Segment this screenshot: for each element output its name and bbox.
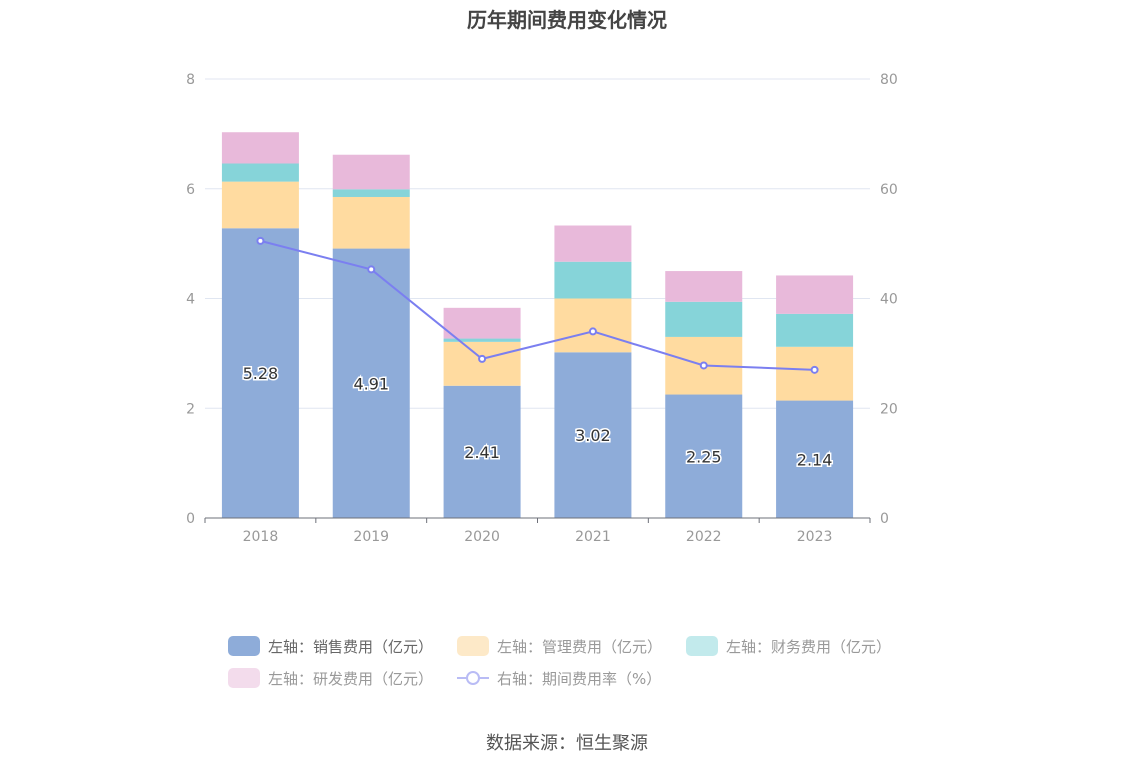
bar-segment [332,196,410,249]
expense-ratio-point [367,265,376,274]
expense-ratio-point [478,354,487,363]
bar-segment [665,394,743,518]
bar-segment [776,275,854,314]
bar-layer [221,132,854,518]
bar-segment [443,338,521,342]
left-axis-tick-label: 8 [186,72,195,88]
bar-segment [221,181,299,229]
legend-label-sales: 左轴：销售费用（亿元） [268,637,434,656]
legend-item-finance[interactable]: 左轴：财务费用（亿元） [686,636,891,657]
legend-item-expense-ratio[interactable]: 右轴：期间费用率（%） [457,668,661,689]
legend-item-rd[interactable]: 左轴：研发费用（亿元） [228,668,433,689]
x-axis-tick-label: 2018 [243,529,279,545]
chart-plot: 0 0 2 20 4 40 6 60 8 80 2018 2019 2020 2021 2022 2023 5… [186,72,898,545]
legend-swatch-admin [457,636,490,656]
bar-segment [221,163,299,182]
right-axis-tick-label: 60 [880,182,898,198]
axis-layer: 0 0 2 20 4 40 6 60 8 80 2018 2019 2020 2021 2022 2023 [186,72,898,545]
legend-label-finance: 左轴：财务费用（亿元） [726,637,892,656]
bar-segment [554,352,632,518]
right-axis-tick-label: 80 [880,72,898,88]
right-axis-tick-label: 0 [880,511,889,527]
left-axis-tick-label: 2 [186,401,195,417]
expense-ratio-point [810,365,819,374]
bar-segment [221,228,299,518]
legend-row-2: 左轴：研发费用（亿元） 右轴：期间费用率（%） [228,662,928,694]
x-axis-tick-label: 2019 [353,529,389,545]
bar-segment [776,313,854,347]
legend-swatch-finance [686,636,719,656]
legend-label-rd: 左轴：研发费用（亿元） [268,669,434,688]
right-axis-tick-label: 20 [880,401,898,417]
bar-data-label: 2.14 [797,450,833,469]
expense-ratio-line [260,239,815,371]
line-layer [256,236,819,374]
legend-swatch-rd [228,668,260,688]
bar-segment [443,341,521,386]
x-axis-tick-label: 2021 [575,529,611,545]
bar-segment [332,154,410,190]
legend-swatch-expense-ratio [457,668,490,688]
bar-segment [221,132,299,164]
bar-data-label: 4.91 [353,374,389,393]
x-axis-tick-label: 2022 [686,529,722,545]
legend-item-sales[interactable]: 左轴：销售费用（亿元） [228,636,433,657]
data-label-layer: 5.28 4.91 2.41 3.02 2.25 2.14 [241,363,834,471]
bar-segment [443,307,521,339]
expense-ratio-point [256,236,265,245]
x-axis-tick-label: 2023 [797,529,833,545]
legend-item-admin[interactable]: 左轴：管理费用（亿元） [457,636,662,657]
bar-data-label: 5.28 [243,364,279,383]
bar-segment [443,385,521,518]
left-axis-tick-label: 4 [186,292,195,308]
bar-segment [554,261,632,299]
left-axis-tick-label: 0 [186,511,195,527]
bar-segment [332,248,410,518]
legend: 左轴：销售费用（亿元） 左轴：管理费用（亿元） 左轴：财务费用（亿元） 左轴：研… [228,630,928,694]
grid-layer [205,78,870,409]
bar-segment [776,400,854,518]
right-axis-tick-label: 40 [880,292,898,308]
expense-ratio-point [699,361,708,370]
legend-label-admin: 左轴：管理费用（亿元） [497,637,663,656]
bar-segment [554,225,632,262]
bar-segment [554,298,632,353]
bar-data-label: 3.02 [575,426,611,445]
left-axis-tick-label: 6 [186,182,195,198]
legend-row-1: 左轴：销售费用（亿元） 左轴：管理费用（亿元） 左轴：财务费用（亿元） [228,630,928,662]
legend-swatch-sales [228,636,260,656]
x-axis-tick-label: 2020 [464,529,500,545]
bar-data-label: 2.41 [464,443,500,462]
chart-title: 历年期间费用变化情况 [467,8,667,32]
bar-data-label: 2.25 [686,447,722,466]
bar-segment [665,301,743,337]
bar-segment [665,271,743,302]
expense-ratio-point [588,327,597,336]
legend-label-expense-ratio: 右轴：期间费用率（%） [497,669,662,688]
data-source-note: 数据来源：恒生聚源 [486,733,648,754]
bar-segment [332,189,410,197]
